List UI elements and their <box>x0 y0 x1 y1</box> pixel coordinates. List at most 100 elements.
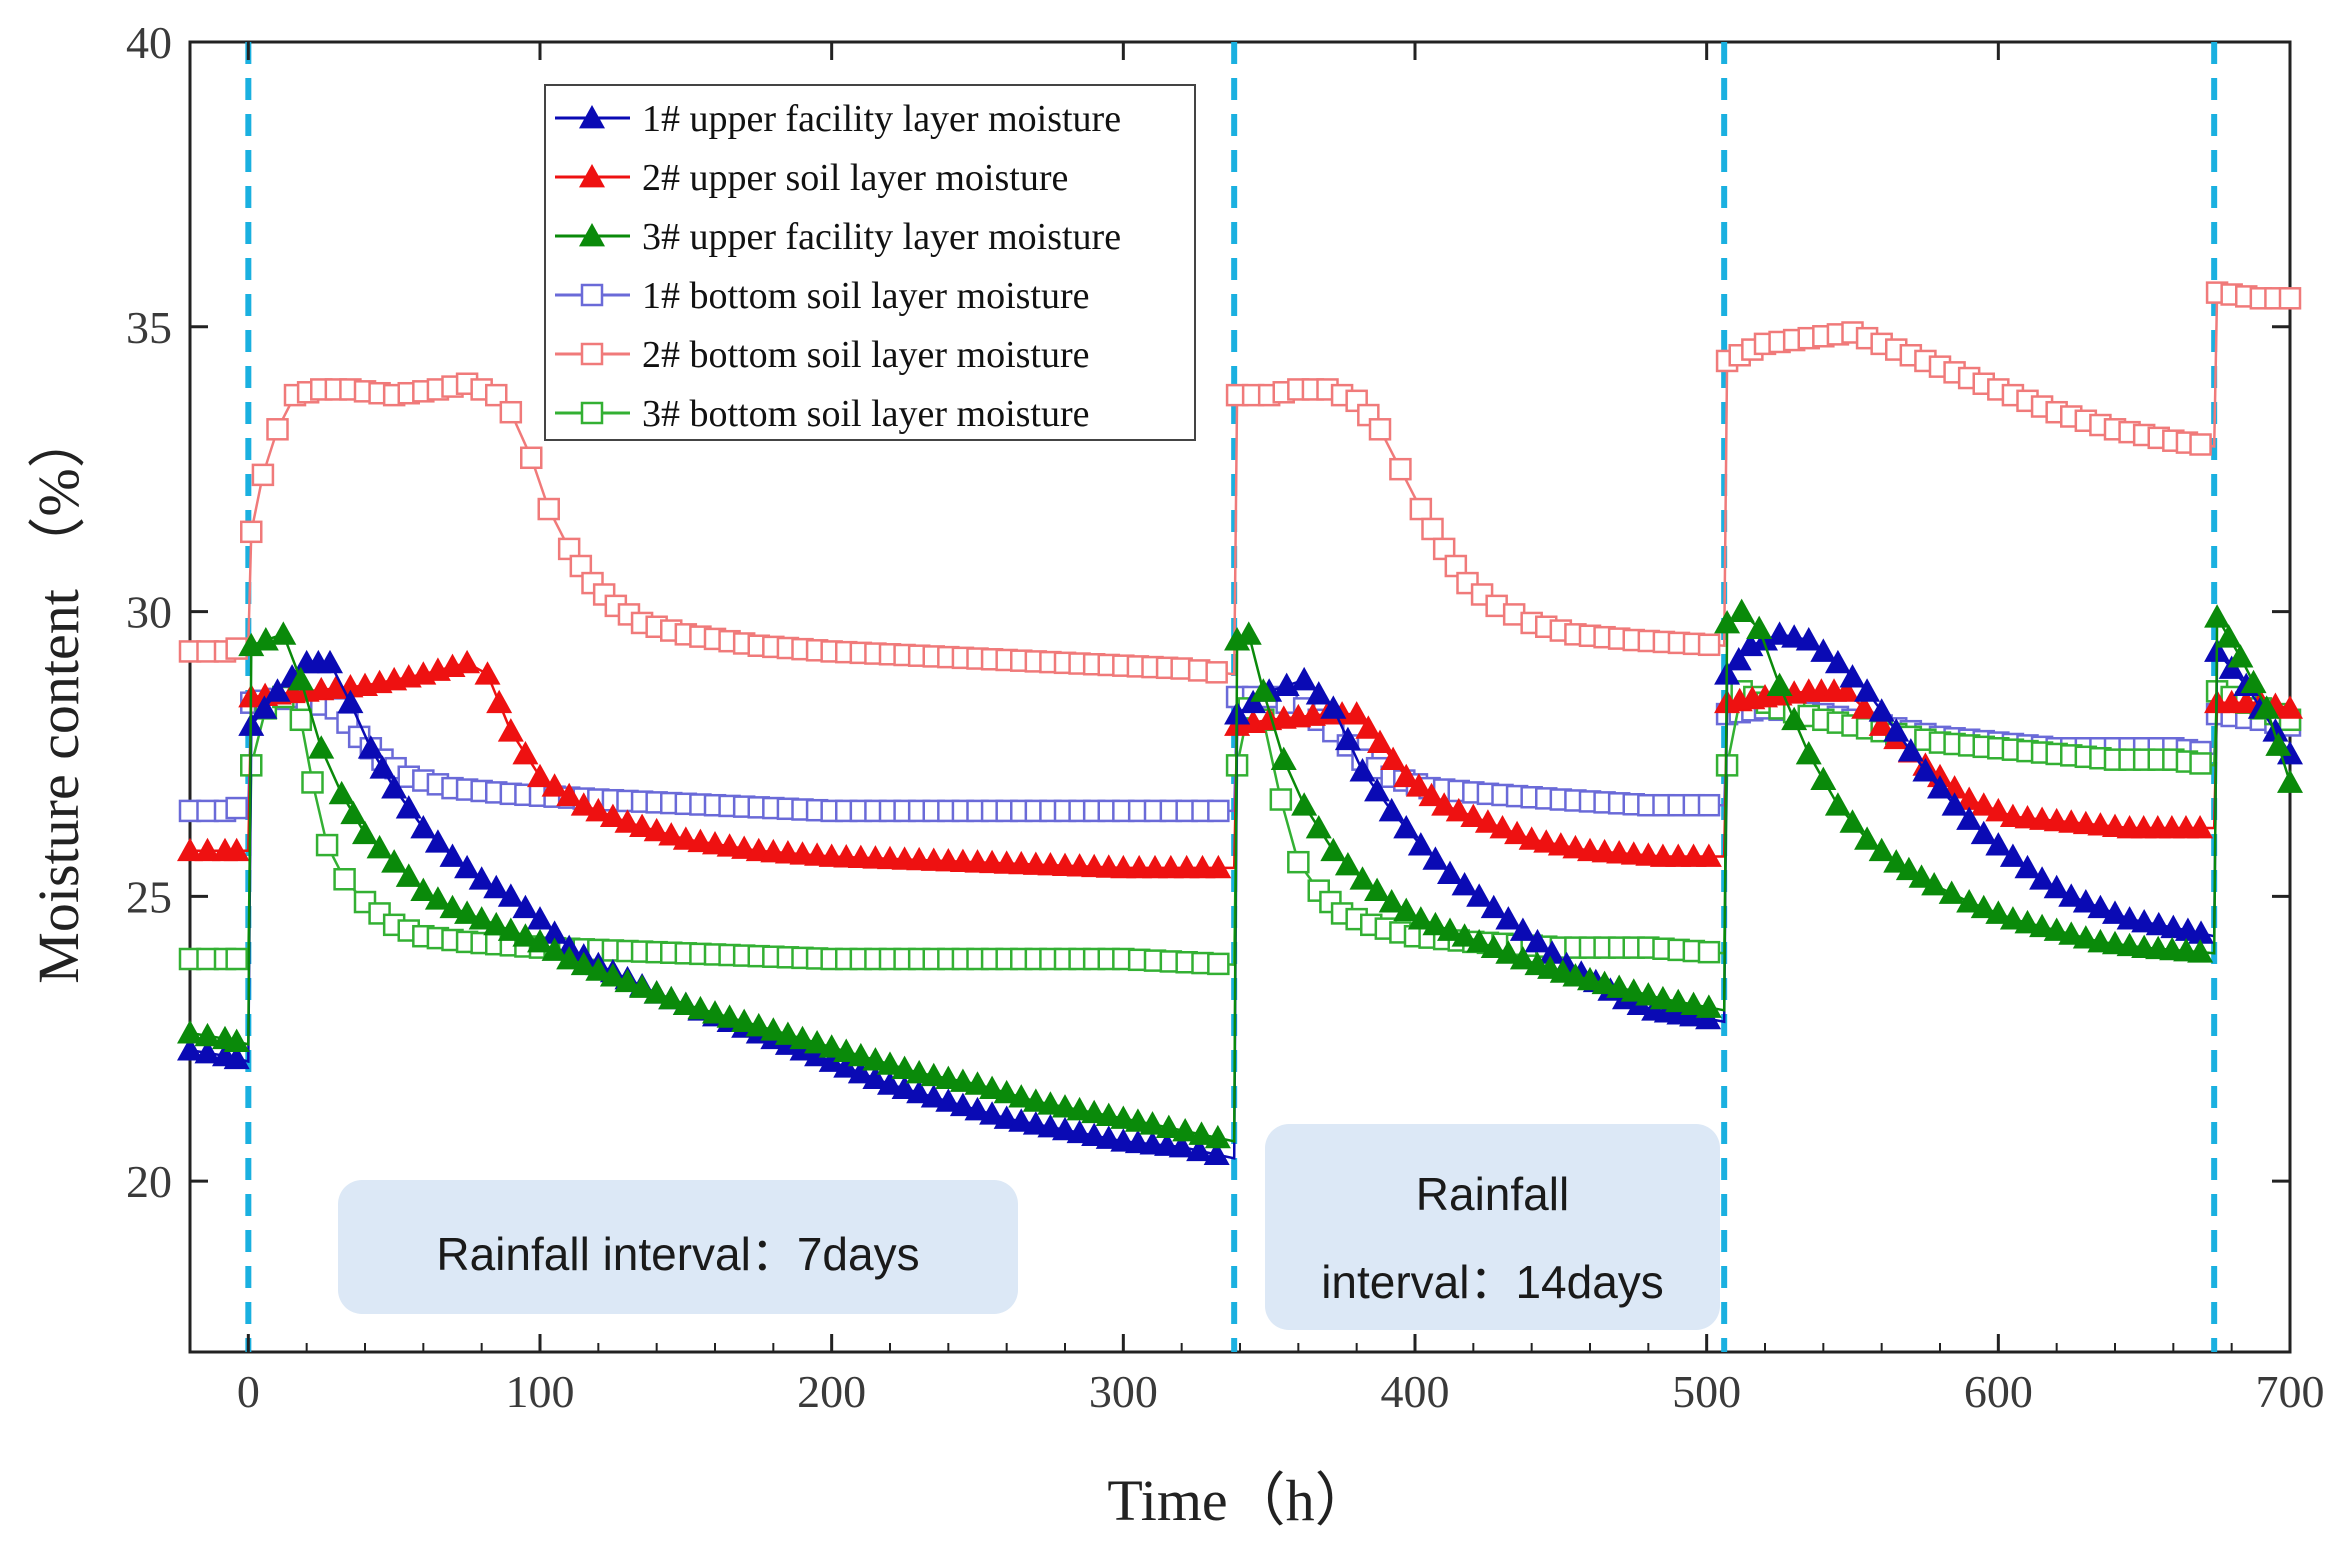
data-point <box>194 1039 221 1064</box>
data-point <box>920 1084 947 1108</box>
y-tick-label: 30 <box>126 587 172 638</box>
data-point <box>1432 537 1456 561</box>
data-point <box>1766 672 1793 697</box>
data-point <box>1437 860 1463 884</box>
data-point <box>1970 792 1997 816</box>
data-point <box>1795 627 1822 651</box>
data-point <box>1421 517 1444 541</box>
data-point <box>1956 806 1983 830</box>
legend-label: 3# bottom soil layer moisture <box>642 393 1090 435</box>
data-point <box>1460 803 1487 828</box>
data-point <box>658 822 685 846</box>
data-point <box>527 763 553 788</box>
data-point <box>439 843 466 867</box>
data-point <box>454 854 481 879</box>
data-point <box>2262 718 2289 742</box>
data-point <box>2102 900 2128 924</box>
data-point <box>1665 988 1692 1013</box>
data-point <box>1697 633 1721 657</box>
annotation-box <box>338 1180 1018 1314</box>
data-point <box>1207 799 1230 823</box>
data-point <box>1868 712 1895 736</box>
data-point <box>1205 661 1228 684</box>
data-point <box>454 649 481 674</box>
data-point <box>1291 666 1318 691</box>
data-point <box>337 689 364 714</box>
data-point <box>223 1028 250 1052</box>
data-point <box>1833 678 1860 702</box>
data-point <box>499 400 523 424</box>
data-point <box>541 937 568 961</box>
data-point <box>1250 678 1277 702</box>
data-point <box>1851 695 1878 719</box>
data-point <box>1868 837 1895 862</box>
data-point <box>2188 920 2215 944</box>
data-point <box>251 463 275 487</box>
data-point <box>1999 843 2026 867</box>
data-point <box>1155 1114 1182 1138</box>
data-point <box>614 809 641 833</box>
data-point <box>225 947 248 971</box>
legend-entry: 2# bottom soil layer moisture <box>555 334 1090 376</box>
data-point <box>424 886 451 910</box>
data-point <box>1956 889 1983 913</box>
data-point <box>1349 866 1376 890</box>
data-point <box>643 980 670 1004</box>
data-point <box>381 849 408 873</box>
data-point <box>223 837 250 862</box>
data-point <box>1368 418 1392 441</box>
data-point <box>1320 837 1347 862</box>
data-point <box>2278 287 2302 310</box>
data-point <box>2087 894 2114 919</box>
data-point <box>1235 621 1262 645</box>
data-point <box>366 834 393 859</box>
data-point <box>1539 940 1566 964</box>
data-point <box>512 894 539 919</box>
data-point <box>570 792 597 816</box>
data-point <box>1474 809 1501 833</box>
data-point <box>1649 985 1676 1010</box>
data-point <box>1697 940 1721 964</box>
data-point <box>1407 906 1434 930</box>
data-point <box>1437 917 1463 941</box>
data-point <box>1188 1121 1215 1145</box>
data-point <box>194 837 221 862</box>
data-point <box>847 1059 874 1084</box>
data-point <box>357 735 384 759</box>
data-point <box>2058 883 2085 907</box>
data-point <box>315 833 339 857</box>
axis-ticks: 0 100 200 300 400 500 600 700 20 25 30 35 40 <box>126 17 2325 1417</box>
data-point <box>672 991 699 1015</box>
data-point <box>289 708 313 732</box>
data-point <box>1999 906 2026 930</box>
data-point <box>2014 909 2041 934</box>
data-point <box>352 820 378 845</box>
data-point <box>2277 769 2303 793</box>
data-point <box>1287 850 1310 874</box>
data-point <box>2215 624 2242 648</box>
x-tick-label: 400 <box>1381 1366 1450 1417</box>
series-5 <box>178 281 2302 684</box>
data-point <box>1466 928 1493 953</box>
data-point <box>512 923 539 947</box>
annotation-text: Rainfall <box>1416 1168 1569 1220</box>
data-point <box>862 1047 889 1071</box>
data-point <box>225 796 248 820</box>
annotation-text: interval：14days <box>1321 1256 1664 1308</box>
data-point <box>1577 966 1603 991</box>
data-point <box>1810 766 1837 790</box>
data-point <box>1985 832 2012 856</box>
data-point <box>2240 669 2267 694</box>
legend-marker <box>579 105 605 129</box>
data-point <box>1393 763 1420 788</box>
legend-label: 2# bottom soil layer moisture <box>642 334 1090 376</box>
data-point <box>585 797 612 822</box>
data-point <box>1168 1133 1195 1158</box>
data-point <box>483 874 510 899</box>
legend-entry: 3# upper facility layer moisture <box>555 216 1121 258</box>
data-point <box>1606 974 1633 998</box>
data-point <box>599 963 626 987</box>
series-layer <box>177 281 2303 1165</box>
data-point <box>760 1017 787 1041</box>
data-point <box>177 837 203 862</box>
